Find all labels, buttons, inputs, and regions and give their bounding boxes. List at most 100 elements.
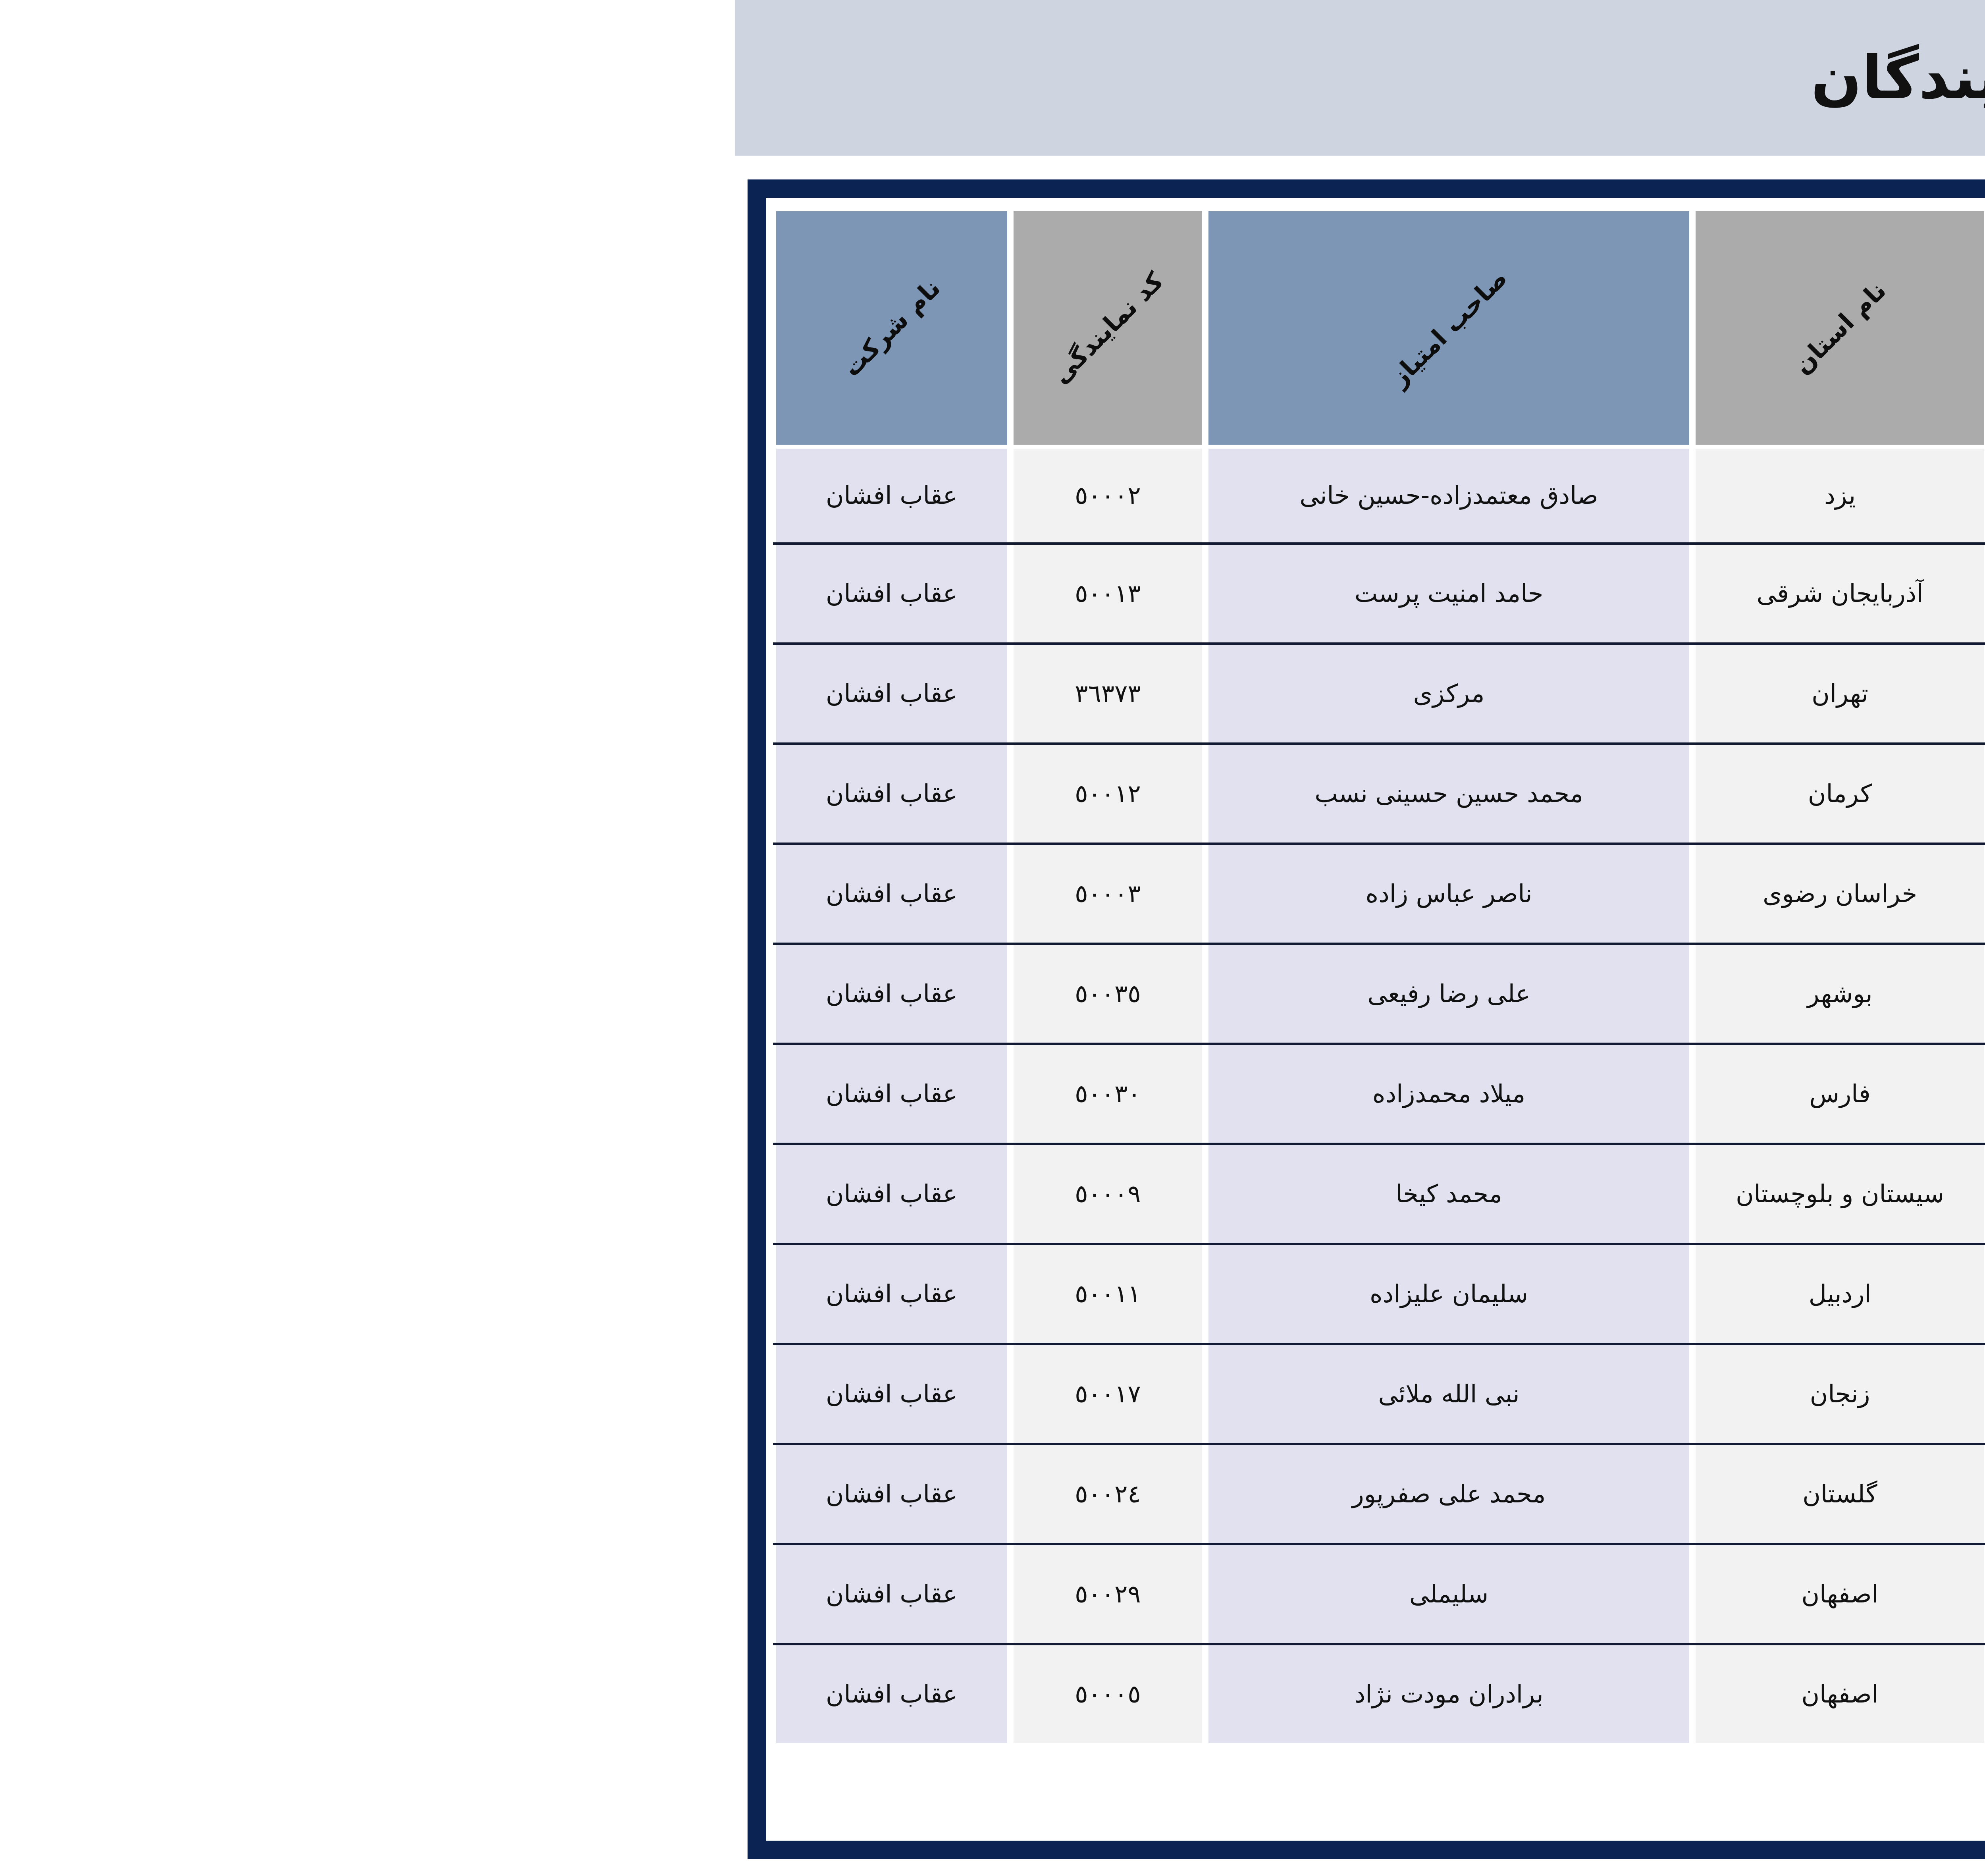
cell-text-city: یزد (1369, 482, 1411, 509)
cell-text-code: ٥٠٠٣٠ (334, 1080, 412, 1107)
column-header-label-code: کد نمایندگی (296, 251, 450, 405)
table-row[interactable]: ٢٨٧,٤٧١,٤٧٩,١٩١,٧٩٧,٨تهرانتهرانمرکزی٣٦٣٧… (38, 642, 1985, 742)
table-row[interactable]: ١٨٥,١٧٨,٤٩٣,٢٨٠,٣٩٢,١کرمانکرمانمحمد حسین… (38, 742, 1985, 843)
cell-text-hr: ١٠٠,٠ (1594, 1080, 1666, 1107)
cell-owner: مرکزی (470, 642, 958, 742)
cell-code: ٥٠٠١١ (276, 1243, 470, 1343)
cell-processes: ٩٣,٢ (1922, 742, 1985, 843)
cell-hr: ٩٧,٨ (1527, 642, 1732, 742)
cell-bg-code: ٥٠٠١١ (279, 1245, 467, 1343)
cell-province: آذربایجان شرقی (958, 542, 1253, 642)
table-row[interactable]: ١٨٥,٤٧٥,٧٨٣,٢٩٣,٠٩٧,٩یزدیزدصادق معتمدزاد… (38, 445, 1985, 542)
cell-text-code: ٥٠٠١١ (334, 1280, 412, 1307)
cell-bg-processes: ٧٩,٦ (1925, 1245, 1985, 1343)
cell-processes: ٧٩,٠ (1922, 1543, 1985, 1643)
cell-equipment: ٧٨,٠ (1732, 1243, 1922, 1343)
table-row[interactable]: ١٨٦,٤٨٤,٩٨٩,٠٨٠,١٩٠,٣زاهدانسیستان و بلوچ… (38, 1143, 1985, 1243)
table-row[interactable]: ٢٨٤,٤٨٧,٠٨٢,١٧٩,٩٧٩,٢زنجانزنجاننبی الله … (38, 1343, 1985, 1443)
column-header-company[interactable]: نام شرکت (38, 206, 276, 445)
cell-text-owner: سلیملی (669, 1581, 759, 1608)
cell-text-province: فارس (1069, 1080, 1141, 1107)
cell-code: ٥٠٠٠٣ (276, 843, 470, 943)
cell-company: عقاب افشان (38, 1043, 276, 1143)
cell-code: ٥٠٠٣٥ (276, 943, 470, 1043)
cell-equipment: ٩٣,٠ (1732, 445, 1922, 542)
cell-bg-code: ٥٠٠٠٩ (279, 1145, 467, 1243)
column-header-code[interactable]: کد نمایندگی (276, 206, 470, 445)
column-header-label-processes: کل فرایندها (1932, 243, 1985, 413)
cell-bg-owner: محمد کیخا (474, 1145, 954, 1243)
cell-city: اردبیل (1253, 1243, 1527, 1343)
cell-bg-equipment: ٩٣,٠ (1735, 449, 1919, 542)
cell-equipment: ٧٢,٣ (1732, 1543, 1922, 1643)
cell-text-hr: ٨٩,٧ (1601, 880, 1659, 907)
table-row[interactable]: ١٩٤,١٨٣,٣٨٢,٩٨٤,٨٩٠,٨جمبوشهرعلی رضا رفیع… (38, 943, 1985, 1043)
table-row[interactable]: ٢٨٠,٧٧٣,٨٧٩,٠٧٢,٣٨٢,٩اصفهاناصفهانسلیملی٥… (38, 1543, 1985, 1643)
cell-bg-code: ٥٠٠١٧ (279, 1345, 467, 1443)
table-row[interactable]: ١٨٥,٣٧٥,٠٩٢,٩٩٣,٩٩٣,٩تبریزآذربایجان شرقی… (38, 542, 1985, 642)
cell-equipment: ٨٤,٨ (1732, 943, 1922, 1043)
table-row[interactable]: ٢٨١,٤٧٧,٦٧٩,٦٧٨,٠٩٥,٨اردبیلاردبیلسلیمان … (38, 1243, 1985, 1343)
cell-bg-province: اردبیل (961, 1245, 1249, 1343)
cell-equipment: ٧٥,٧ (1732, 1043, 1922, 1143)
column-header-label-owner: صاحب امتیاز (534, 211, 894, 445)
cell-text-city: کرمان (1352, 780, 1427, 807)
cell-city: گرگان (1253, 1443, 1527, 1543)
cell-province: بوشهر (958, 943, 1253, 1043)
cell-bg-hr: ٩٧,٩ (1530, 449, 1729, 542)
table-row[interactable]: ٣٧٢,٩٧٠,٦٥٧,٥٧١,١٦٦,٦اصفهاناصفهانبرادران… (38, 1643, 1985, 1743)
cell-processes: ٧٩,١ (1922, 642, 1985, 742)
cell-text-company: عقاب افشان (85, 880, 228, 907)
cell-text-company: عقاب افشان (85, 780, 228, 807)
cell-company: عقاب افشان (38, 1343, 276, 1443)
cell-bg-company: عقاب افشان (41, 1245, 272, 1343)
cell-city: زنجان (1253, 1343, 1527, 1443)
cell-bg-hr: ٨٢,٩ (1530, 1545, 1729, 1643)
cell-text-code: ٥٠٠٠٢ (334, 482, 412, 509)
cell-city: مشهد (1253, 843, 1527, 943)
cell-company: عقاب افشان (38, 445, 276, 542)
column-header-city[interactable]: نام شهر (1253, 206, 1527, 445)
table-row[interactable]: ٣٧٦,٠٦٢,٨٨٩,٩٨٦,٧٨٩,٧مشهدخراسان رضویناصر… (38, 843, 1985, 943)
column-header-owner[interactable]: صاحب امتیاز (470, 206, 958, 445)
column-header-hr[interactable]: نیروی انسانی (1527, 206, 1732, 445)
cell-text-province: یزد (1084, 482, 1126, 509)
cell-bg-equipment: ٧٥,٧ (1735, 1045, 1919, 1143)
cell-text-company: عقاب افشان (85, 680, 228, 707)
cell-hr: ٩٧,٩ (1527, 445, 1732, 542)
cell-bg-hr: ٦٦,٦ (1530, 1645, 1729, 1743)
cell-text-code: ٣٦٣٧٣ (334, 680, 412, 707)
cell-text-city: گرگان (1353, 1481, 1427, 1508)
cell-text-city: اصفهان (1346, 1681, 1434, 1708)
cell-bg-processes: ٧٩,١ (1925, 645, 1985, 742)
cell-bg-hr: ٩٢,١ (1530, 745, 1729, 843)
cell-bg-code: ٥٠٠٢٩ (279, 1545, 467, 1643)
cell-text-owner: ناصر عباس زاده (625, 880, 803, 907)
column-header-processes[interactable]: کل فرایندها (1922, 206, 1985, 445)
cell-text-equipment: ٧٤,٨ (1798, 1481, 1857, 1508)
cell-bg-processes: ٨٩,٠ (1925, 1145, 1985, 1243)
cell-code: ٥٠٠١٣ (276, 542, 470, 642)
cell-text-province: اردبیل (1068, 1280, 1142, 1307)
cell-text-province: کرمان (1068, 780, 1143, 807)
cell-bg-processes: ٨٣,٢ (1925, 449, 1985, 542)
cell-code: ٥٠٠٠٩ (276, 1143, 470, 1243)
column-header-bg-company: نام شرکت (41, 211, 272, 445)
cell-bg-hr: ٩٠,٨ (1530, 945, 1729, 1043)
cell-text-code: ٥٠٠١٧ (334, 1380, 412, 1407)
cell-text-company: عقاب افشان (85, 482, 228, 509)
cell-company: عقاب افشان (38, 1643, 276, 1743)
cell-bg-owner: برادران مودت نژاد (474, 1645, 954, 1743)
cell-bg-owner: میلاد محمدزاده (474, 1045, 954, 1143)
column-header-equipment[interactable]: امکانات و تجهیزات (1732, 206, 1922, 445)
column-header-bg-processes: کل فرایندها (1925, 211, 1985, 445)
table-row[interactable]: ٢٧٨,١٧٤,٧٨٢,٦٧٤,٨٨٥,٢گرگانگلستانمحمد علی… (38, 1443, 1985, 1543)
column-header-province[interactable]: نام استان (958, 206, 1253, 445)
column-header-label-city: نام شهر (1285, 223, 1495, 433)
cell-text-owner: سلیمان علیزاده (629, 1280, 799, 1307)
cell-code: ٥٠٠٠٥ (276, 1643, 470, 1743)
table-row[interactable]: ٢٨٠,٦٧١,٧٨٦,٣٧٥,٧١٠٠,٠شیرازفارسمیلاد محم… (38, 1043, 1985, 1143)
cell-city: اصفهان (1253, 1543, 1527, 1643)
cell-text-code: ٥٠٠٣٥ (334, 980, 412, 1007)
cell-bg-company: عقاب افشان (41, 845, 272, 943)
